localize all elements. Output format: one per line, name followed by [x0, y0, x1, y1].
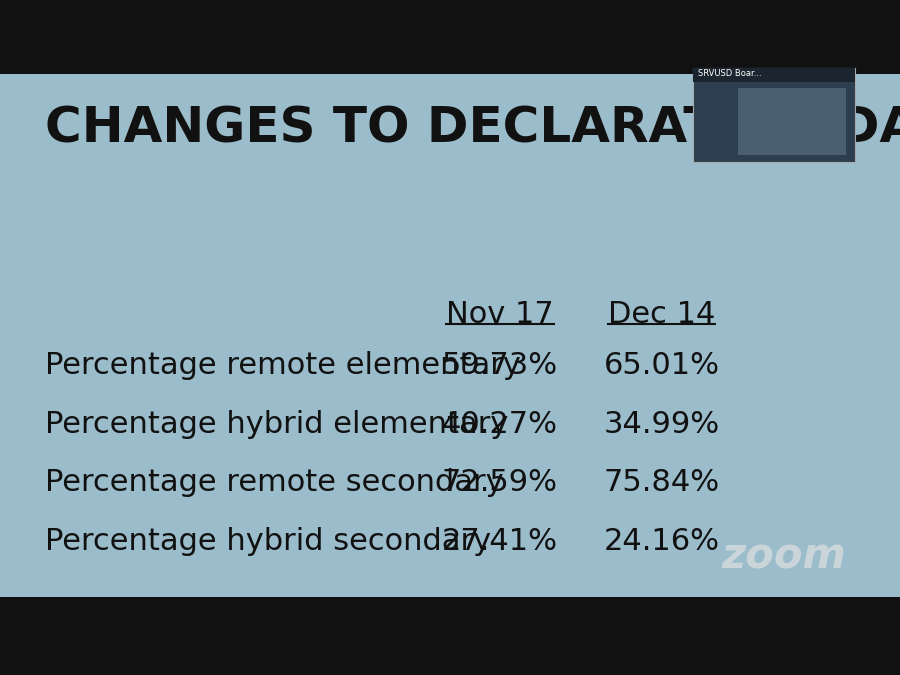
Text: Percentage remote elementary: Percentage remote elementary — [45, 351, 521, 380]
Text: Percentage remote secondary: Percentage remote secondary — [45, 468, 504, 497]
Text: 24.16%: 24.16% — [604, 527, 719, 556]
Text: Percentage hybrid elementary: Percentage hybrid elementary — [45, 410, 508, 439]
Text: 72.59%: 72.59% — [442, 468, 557, 497]
Text: Percentage hybrid secondary: Percentage hybrid secondary — [45, 527, 491, 556]
Text: Nov 17: Nov 17 — [446, 300, 554, 329]
Text: CHANGES TO DECLARATION DATA: CHANGES TO DECLARATION DATA — [45, 105, 900, 153]
Text: Dec 14: Dec 14 — [608, 300, 716, 329]
Text: 65.01%: 65.01% — [604, 351, 719, 380]
FancyBboxPatch shape — [693, 68, 855, 162]
Text: 75.84%: 75.84% — [603, 468, 720, 497]
Text: zoom: zoom — [721, 535, 846, 577]
FancyBboxPatch shape — [0, 74, 900, 597]
Text: 34.99%: 34.99% — [603, 410, 720, 439]
FancyBboxPatch shape — [738, 88, 846, 155]
Text: SRVUSD Boar...: SRVUSD Boar... — [698, 69, 761, 78]
Text: 27.41%: 27.41% — [442, 527, 557, 556]
Text: 40.27%: 40.27% — [442, 410, 557, 439]
FancyBboxPatch shape — [693, 68, 855, 82]
Text: 59.73%: 59.73% — [441, 351, 558, 380]
